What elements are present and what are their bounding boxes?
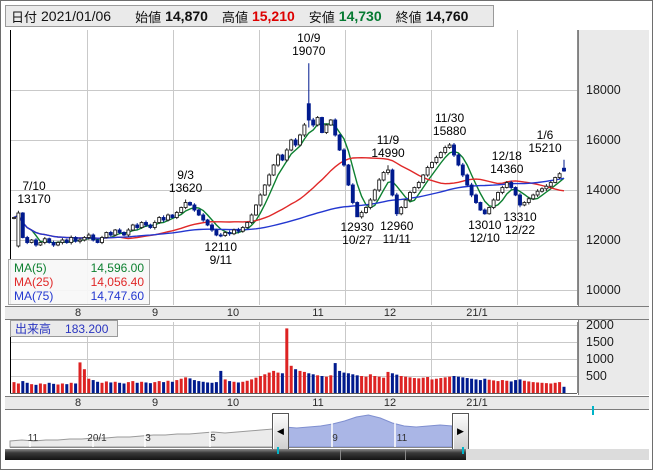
ma-legend: MA(5) 14,596.00 MA(25) 14,056.40 MA(75) … <box>8 259 150 305</box>
month-tick-label: 12 <box>383 397 397 409</box>
ma75-label: MA(75) <box>14 289 54 303</box>
month-tick-label: 11 <box>312 307 324 319</box>
chart-annotation: 12110 9/11 <box>204 240 238 268</box>
volume-value: 183.200 <box>65 321 109 336</box>
chart-annotation: 9/3 13620 <box>168 167 203 195</box>
month-tick-label: 9 <box>151 307 159 319</box>
volume-x-axis: 8 9 10 11 12 21/1 <box>5 396 649 410</box>
ma75-row: MA(75) 14,747.60 <box>9 289 149 303</box>
month-tick-label: 12 <box>383 307 397 319</box>
month-tick-label: 10 <box>226 307 240 319</box>
date-value: 2021/01/06 <box>41 8 112 24</box>
navigator-month-label: 11 <box>27 433 39 444</box>
ma25-value: 14,056.40 <box>90 275 144 289</box>
price-tick-label: 12000 <box>586 233 621 247</box>
volume-tick-label: 500 <box>586 369 607 383</box>
low-label: 安値 <box>308 9 335 25</box>
volume-label: 出来高 <box>15 322 52 336</box>
right-arrow-icon: ▶ <box>457 426 464 436</box>
close-value: 14,760 <box>425 8 469 24</box>
chart-annotation: 12960 11/11 <box>380 219 414 246</box>
open-value: 14,870 <box>165 8 208 24</box>
navigator-month-label: 20/1 <box>87 433 107 444</box>
chart-annotation: 1/6 15210 <box>528 127 562 155</box>
close-label: 終値 <box>395 9 422 25</box>
chart-annotation: 10/9 19070 <box>292 31 326 59</box>
month-tick-label: 8 <box>74 307 82 319</box>
navigator-month-label: 9 <box>332 433 338 444</box>
high-label: 高値 <box>221 9 248 25</box>
month-tick-label: 8 <box>74 397 82 409</box>
scrollbar-divider <box>405 449 406 460</box>
date-label: 日付 <box>11 9 38 25</box>
price-tick-label: 18000 <box>586 83 621 97</box>
ma25-row: MA(25) 14,056.40 <box>9 275 149 289</box>
volume-tick-label: 1500 <box>586 335 614 349</box>
low-value: 14,730 <box>338 8 382 24</box>
scrollbar-track[interactable] <box>5 449 466 460</box>
navigator-month-label: 5 <box>210 433 216 444</box>
month-tick-label: 21/1 <box>466 397 488 409</box>
ma75-value: 14,747.60 <box>90 289 144 303</box>
chart-annotation: 7/10 13170 <box>17 178 51 206</box>
chart-annotation: 12930 10/27 <box>340 219 374 247</box>
volume-header: 出来高 183.200 <box>10 320 118 337</box>
navigator-month-label: 3 <box>145 433 151 444</box>
range-marker-left <box>277 447 279 454</box>
volume-tick-label: 2000 <box>586 318 614 332</box>
price-x-axis: 8 9 10 11 12 21/1 <box>5 306 649 320</box>
navigator-month-label: 11 <box>396 433 408 444</box>
volume-bars <box>12 328 566 393</box>
price-axis-panel: 18000 16000 14000 12000 10000 <box>578 30 649 306</box>
price-tick-label: 14000 <box>586 183 621 197</box>
ma25-label: MA(25) <box>14 275 54 289</box>
range-marker-right <box>462 447 464 454</box>
scrollbar-divider <box>340 449 341 460</box>
navigator-right-arrow-button[interactable]: ▶ <box>452 413 469 450</box>
month-tick-label: 21/1 <box>466 307 488 319</box>
month-tick-label: 11 <box>312 397 324 409</box>
ma5-label: MA(5) <box>14 261 47 275</box>
navigator-sparkline <box>9 414 453 448</box>
high-value: 15,210 <box>251 8 295 24</box>
cursor-marker <box>592 406 594 415</box>
volume-axis-panel: 2000 1500 1000 500 <box>578 318 649 395</box>
price-tick-label: 10000 <box>586 283 621 297</box>
month-tick-label: 9 <box>151 397 159 409</box>
scrollbar-rest <box>466 449 649 460</box>
candlesticks <box>12 63 566 248</box>
left-arrow-icon: ◀ <box>277 426 284 436</box>
chart-annotation: 13010 12/10 <box>468 217 502 245</box>
open-label: 始値 <box>135 9 162 25</box>
chart-annotation: 12/18 14360 <box>490 149 524 176</box>
ma5-row: MA(5) 14,596.00 <box>9 261 149 275</box>
price-tick-label: 16000 <box>586 133 621 147</box>
ma5-value: 14,596.00 <box>90 261 144 275</box>
volume-tick-label: 1000 <box>586 352 614 366</box>
navigator-left-arrow-button[interactable]: ◀ <box>272 413 289 450</box>
ohlc-header: 日付 2021/01/06 始値 14,870 高値 15,210 安値 14,… <box>5 5 494 27</box>
chart-annotation: 11/30 15880 <box>432 111 467 138</box>
month-tick-label: 10 <box>226 397 240 409</box>
chart-annotation: 13310 12/22 <box>503 210 537 238</box>
range-navigator[interactable]: 11 20/1 3 5 9 11 <box>0 412 653 449</box>
chart-annotation: 11/9 14990 <box>371 133 405 161</box>
